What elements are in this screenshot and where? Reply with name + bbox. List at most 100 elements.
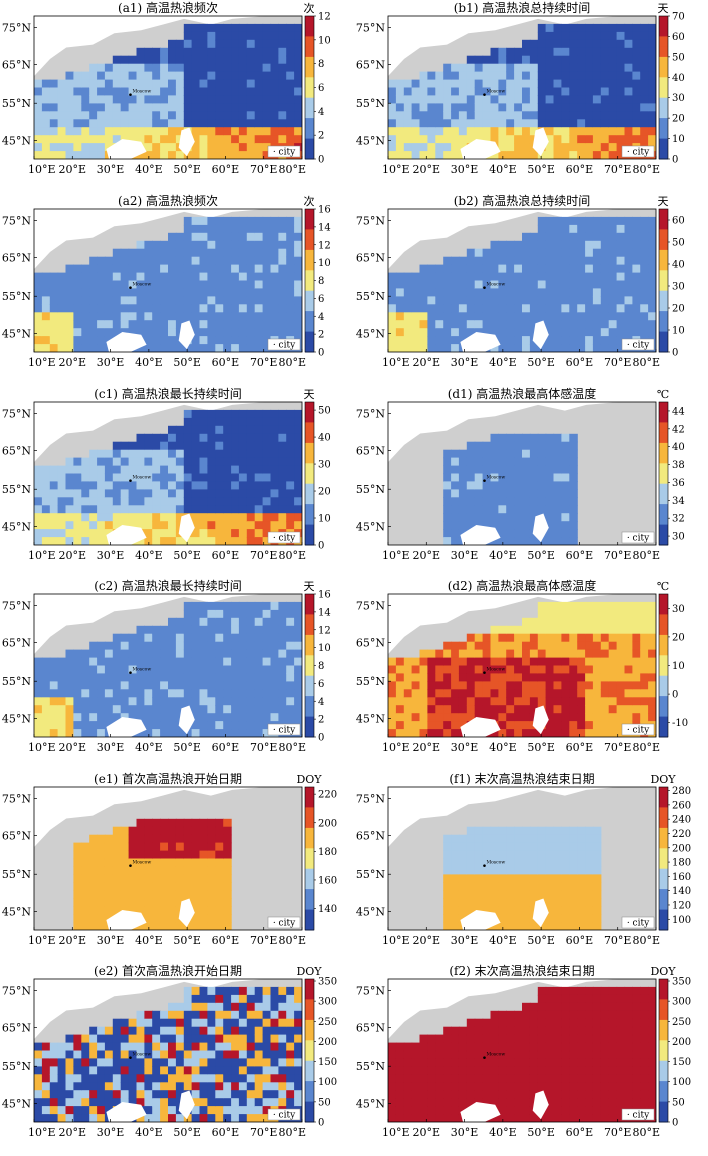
- data-cell: [246, 633, 256, 643]
- data-cell: [199, 882, 208, 891]
- data-cell: [254, 135, 264, 144]
- data-cell: [191, 272, 201, 282]
- data-cell: [65, 489, 74, 498]
- data-cell: [223, 312, 232, 321]
- colorbar-tick-label: 2: [318, 330, 324, 341]
- data-cell: [215, 344, 224, 352]
- data-cell: [553, 457, 562, 467]
- data-cell: [278, 409, 287, 419]
- data-cell: [144, 441, 153, 451]
- data-cell: [89, 850, 98, 860]
- data-cell: [199, 641, 208, 651]
- data-cell: [57, 312, 67, 321]
- data-cell: [466, 665, 476, 674]
- data-cell: [545, 240, 555, 250]
- data-cell: [262, 457, 272, 467]
- data-cell: [97, 489, 106, 498]
- data-cell: [278, 248, 287, 258]
- data-cell: [451, 922, 460, 930]
- data-cell: [482, 288, 492, 297]
- data-cell: [490, 63, 499, 73]
- data-cell: [514, 729, 523, 737]
- data-cell: [545, 625, 555, 635]
- lon-label: 20°E: [413, 163, 441, 176]
- data-cell: [89, 497, 98, 506]
- data-cell: [81, 673, 90, 682]
- lon-label: 20°E: [59, 741, 87, 754]
- data-cell: [577, 39, 586, 49]
- data-cell: [183, 882, 193, 891]
- data-cell: [435, 95, 444, 104]
- map-frame: [33, 208, 303, 353]
- data-cell: [144, 689, 153, 698]
- data-cell: [435, 713, 444, 722]
- data-cell: [498, 344, 507, 352]
- data-cell: [34, 320, 43, 329]
- data-cell: [545, 673, 555, 682]
- data-cell: [270, 135, 279, 144]
- data-cell: [215, 320, 224, 329]
- data-cell: [419, 143, 428, 152]
- data-cell: [41, 87, 51, 96]
- colorbar-segment: [659, 407, 668, 413]
- colorbar-tick-label: 20: [318, 487, 331, 498]
- data-cell: [262, 336, 272, 345]
- data-cell: [262, 87, 272, 96]
- data-cell: [561, 344, 570, 352]
- colorbar-segment: [305, 244, 314, 251]
- data-cell: [451, 336, 460, 345]
- data-cell: [191, 697, 201, 706]
- colorbar-segment: [659, 873, 668, 880]
- data-cell: [81, 135, 90, 144]
- colorbar-tick-label: 14: [318, 222, 331, 233]
- colorbar-segment: [305, 118, 314, 124]
- data-cell: [65, 320, 74, 329]
- data-cell: [120, 441, 130, 451]
- data-cell: [270, 433, 279, 443]
- data-cell: [215, 473, 224, 482]
- data-cell: [427, 264, 436, 274]
- data-cell: [451, 87, 460, 96]
- data-cell: [403, 288, 413, 297]
- data-cell: [215, 409, 224, 419]
- colorbar-tick-label: 240: [672, 815, 691, 826]
- data-cell: [168, 473, 177, 482]
- data-cell: [458, 673, 468, 682]
- data-cell: [553, 31, 562, 41]
- data-cell: [136, 874, 145, 883]
- data-cell: [537, 31, 547, 41]
- data-cell: [632, 296, 641, 305]
- data-cell: [498, 826, 507, 836]
- data-cell: [144, 256, 153, 266]
- data-cell: [81, 272, 90, 282]
- colorbar-segment: [305, 123, 314, 129]
- data-cell: [608, 320, 618, 329]
- data-cell: [600, 721, 610, 730]
- data-cells: [388, 601, 656, 737]
- data-cell: [215, 890, 224, 899]
- data-cell: [175, 505, 185, 514]
- data-cell: [152, 481, 161, 490]
- data-cell: [482, 898, 492, 907]
- data-cell: [183, 673, 193, 682]
- data-cell: [73, 705, 82, 714]
- data-cell: [191, 240, 201, 250]
- data-cell: [175, 826, 185, 836]
- data-cell: [286, 320, 295, 329]
- data-cell: [168, 866, 177, 875]
- colorbar-tick-label: 12: [318, 240, 331, 251]
- data-cell: [175, 248, 185, 258]
- lon-label: 10°E: [28, 741, 56, 754]
- data-cell: [73, 521, 82, 530]
- data-cell: [443, 296, 452, 305]
- data-cell: [648, 609, 656, 619]
- data-cell: [451, 882, 460, 891]
- data-cell: [600, 127, 610, 136]
- map-field: [388, 402, 656, 545]
- data-cell: [640, 328, 649, 337]
- data-cell: [561, 625, 570, 635]
- data-cell: [569, 151, 578, 159]
- data-cell: [458, 858, 468, 867]
- colorbar-tick-label: 30: [318, 460, 331, 471]
- data-cell: [616, 39, 626, 49]
